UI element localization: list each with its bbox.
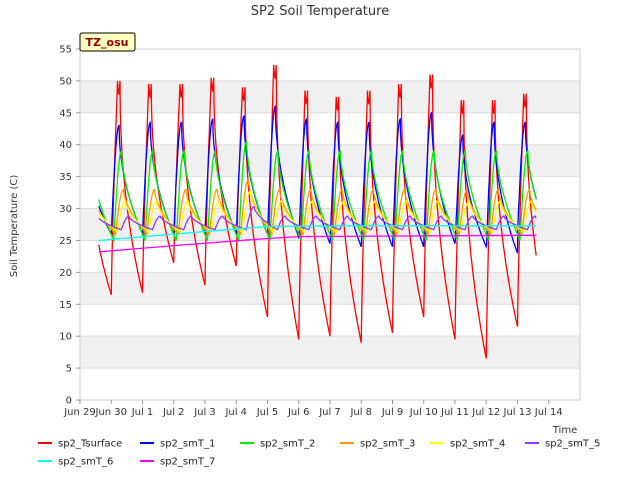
x-tick-label: Jul 11 — [440, 407, 469, 418]
x-tick-label: Jul 14 — [534, 407, 563, 418]
x-axis-label: Time — [552, 425, 577, 436]
grid-band — [80, 80, 580, 113]
legend-label: sp2_smT_7 — [160, 457, 215, 468]
y-tick-label: 55 — [59, 45, 72, 56]
legend-label: sp2_smT_3 — [360, 439, 415, 450]
plot-area — [79, 48, 581, 401]
x-tick-label: Jul 8 — [349, 407, 372, 418]
x-tick-label: Jul 10 — [409, 407, 438, 418]
series-line-sp2_smT_7 — [98, 234, 537, 253]
series-line-sp2_smT_2 — [98, 140, 537, 243]
legend-label: sp2_smT_6 — [58, 457, 113, 468]
x-tick-label: Jun 30 — [94, 407, 127, 418]
series-line-sp2_smT_5 — [98, 205, 537, 231]
x-tick-label: Jun 29 — [63, 407, 96, 418]
series-line-sp2_Tsurface — [98, 64, 537, 359]
legend: sp2_Tsurface sp2_smT_1 sp2_smT_2 sp2_smT_3 s… — [38, 439, 600, 468]
x-tick-label: Jul 7 — [318, 407, 341, 418]
x-tick-label: Jul 13 — [503, 407, 532, 418]
legend-label: sp2_smT_4 — [450, 439, 505, 450]
x-tick-label: Jul 6 — [287, 407, 310, 418]
x-tick-label: Jul 1 — [131, 407, 154, 418]
x-tick-label: Jul 3 — [193, 407, 216, 418]
grid-band — [80, 336, 580, 369]
y-axis-label: Soil Temperature (C) — [9, 175, 20, 278]
x-tick-label: Jul 2 — [162, 407, 185, 418]
y-axis: 0 5 10 15 20 25 30 35 40 45 50 55 — [59, 45, 80, 407]
y-tick-label: 25 — [59, 236, 72, 247]
x-tick-label: Jul 12 — [471, 407, 500, 418]
x-tick-label: Jul 5 — [256, 407, 279, 418]
x-tick-label: Jul 9 — [381, 407, 404, 418]
legend-label: sp2_Tsurface — [58, 439, 122, 450]
y-tick-label: 5 — [66, 364, 72, 375]
y-tick-label: 20 — [59, 268, 72, 279]
y-tick-label: 35 — [59, 172, 72, 183]
legend-label: sp2_smT_5 — [545, 439, 600, 450]
legend-label: sp2_smT_1 — [160, 439, 215, 450]
x-tick-label: Jul 4 — [224, 407, 247, 418]
tz-badge-label: TZ_osu — [86, 36, 129, 49]
tz-badge: TZ_osu — [79, 32, 136, 52]
legend-label: sp2_smT_2 — [260, 439, 315, 450]
x-axis: Jun 29 Jun 30 Jul 1 Jul 2 Jul 3 Jul 4 Jul 5 Jul… — [63, 400, 563, 418]
y-tick-label: 45 — [59, 108, 72, 119]
y-tick-label: 50 — [59, 76, 72, 87]
series-line-sp2_smT_3 — [98, 178, 537, 237]
y-tick-label: 0 — [66, 396, 72, 407]
series-line-sp2_smT_6 — [98, 225, 537, 242]
y-tick-label: 40 — [59, 140, 72, 151]
chart-title: SP2 Soil Temperature — [251, 4, 389, 19]
y-tick-label: 30 — [59, 204, 72, 215]
y-tick-label: 15 — [59, 300, 72, 311]
y-tick-label: 10 — [59, 332, 72, 343]
